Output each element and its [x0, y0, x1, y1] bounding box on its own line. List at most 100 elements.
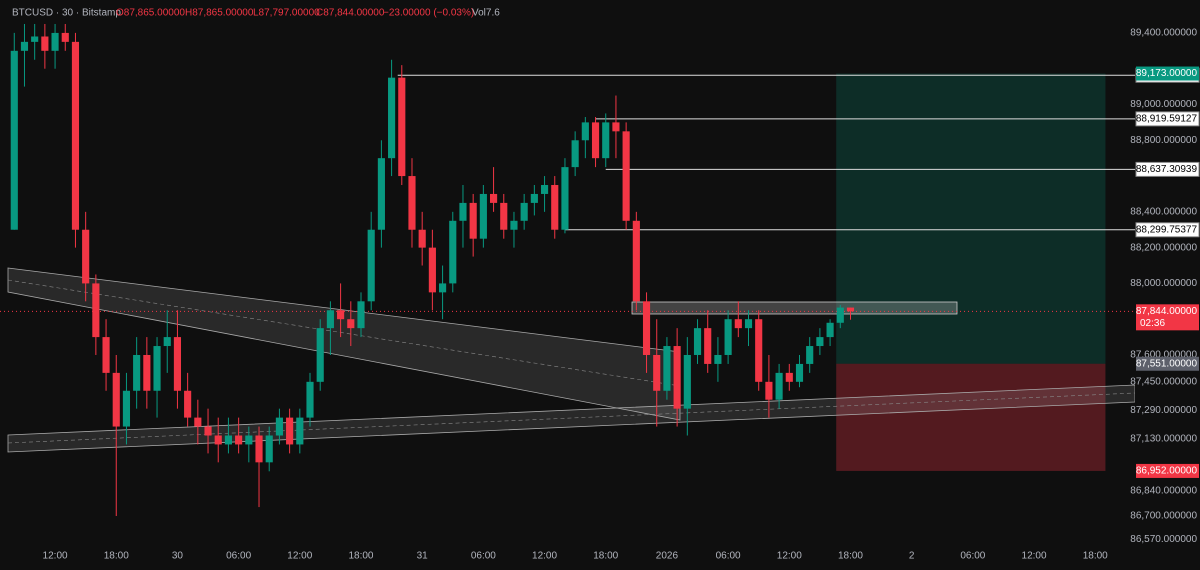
descending-channel [7, 267, 681, 421]
level-label: 88,299.75377 [1136, 224, 1198, 235]
x-tick-label: 18:00 [104, 551, 129, 562]
last-price-bg [1136, 304, 1199, 331]
last-price-label: 87,844.00000 [1136, 306, 1198, 317]
candle-body [61, 32, 69, 42]
candle-body [377, 158, 385, 230]
x-tick-label: 30 [172, 551, 184, 562]
candle-body [704, 328, 712, 364]
candle-body [653, 354, 661, 391]
candle-body [571, 140, 579, 168]
y-tick-label: 87,290.000000 [1130, 405, 1197, 416]
target-label: 89,173.00000 [1136, 68, 1198, 79]
candle-body [459, 202, 467, 221]
candle-body [398, 77, 406, 177]
candle-body [540, 185, 549, 194]
candle-body [367, 229, 375, 302]
candle-body [663, 346, 671, 391]
level-label-bg [1135, 222, 1200, 238]
candle-body [245, 435, 253, 445]
x-tick-label: 12:00 [43, 551, 68, 562]
candle-body [153, 346, 161, 391]
change: −23.00000 (−0.03%) [383, 8, 474, 19]
stop-label: 86,952.00000 [1136, 466, 1198, 477]
x-tick-label: 12:00 [777, 551, 802, 562]
resistance-zone [631, 301, 958, 315]
candle-body [92, 283, 100, 338]
candle-body [347, 319, 355, 329]
y-tick-label: 88,000.000000 [1130, 278, 1197, 289]
candle-body [642, 301, 651, 355]
x-tick-label: 2026 [656, 551, 679, 562]
candle-body [20, 41, 29, 51]
channel-mid [7, 392, 1136, 444]
candle-body [836, 307, 844, 323]
ohlc-high: H87,865.00000 [185, 8, 254, 19]
candle-body [510, 220, 518, 230]
candle-body [795, 363, 804, 382]
candle-body [755, 319, 763, 382]
y-tick-label: 86,700.000000 [1130, 511, 1197, 522]
candle-body [51, 32, 59, 51]
candle-body [214, 435, 222, 445]
candle-body [102, 337, 110, 373]
x-tick-label: 06:00 [226, 551, 251, 562]
candle-body [326, 310, 334, 329]
y-tick-label: 87,600.000000 [1130, 350, 1197, 361]
candle-body [31, 36, 39, 42]
x-tick-label: 18:00 [838, 551, 863, 562]
symbol: BTCUSD · 30 · Bitstamp [12, 8, 121, 19]
candle-body [184, 390, 192, 418]
candle-body [418, 229, 426, 248]
x-tick-label: 06:00 [716, 551, 741, 562]
y-tick-label: 89,400.000000 [1130, 28, 1197, 39]
y-tick-label: 89,000.000000 [1130, 99, 1197, 110]
candle-body [316, 328, 324, 382]
level-label: 88,919.59127 [1136, 114, 1198, 125]
candle-body [255, 435, 263, 463]
target-label-bg [1136, 66, 1199, 81]
candle-body [816, 337, 824, 347]
candle-body [143, 354, 151, 391]
x-tick-label: 12:00 [1022, 551, 1047, 562]
position-tool [836, 73, 1106, 471]
candle-body [41, 36, 49, 51]
candle-body [337, 310, 345, 320]
level-label-bg [1135, 111, 1200, 127]
candle-body [530, 193, 538, 203]
candle-body [235, 435, 243, 445]
candle-body [561, 167, 569, 230]
y-tick-label: 88,800.000000 [1130, 135, 1197, 146]
candle-body [388, 77, 396, 159]
levels [0, 74, 1135, 312]
candle-body [163, 337, 171, 347]
candle-body [785, 372, 793, 382]
candle-body [806, 346, 814, 364]
x-tick-label: 06:00 [960, 551, 985, 562]
candle-body [581, 122, 589, 141]
candle-body [133, 354, 141, 391]
loss-zone [836, 363, 1106, 471]
x-tick-label: 06:00 [471, 551, 496, 562]
candle-body [775, 372, 783, 400]
candle-body [826, 322, 834, 338]
x-tick-label: 18:00 [1083, 551, 1108, 562]
stop-label-bg [1136, 463, 1199, 478]
ohlc-low: L87,797.00000 [253, 8, 320, 19]
candle-body [449, 220, 457, 284]
x-tick-label: 12:00 [287, 551, 312, 562]
y-tick-label: 88,400.000000 [1130, 206, 1197, 217]
entry-label-bg [1136, 356, 1199, 371]
candle-body [846, 307, 855, 312]
candle-body [10, 50, 18, 230]
ohlc-close: C87,844.00000 [316, 8, 385, 19]
candle-body [224, 435, 232, 445]
candle-body [673, 346, 681, 409]
volume: Vol7.6 [472, 8, 500, 19]
channel-mid [7, 279, 681, 387]
candle-body [500, 202, 508, 230]
x-tick-label: 2 [909, 551, 915, 562]
y-tick-label: 87,450.000000 [1130, 376, 1197, 387]
